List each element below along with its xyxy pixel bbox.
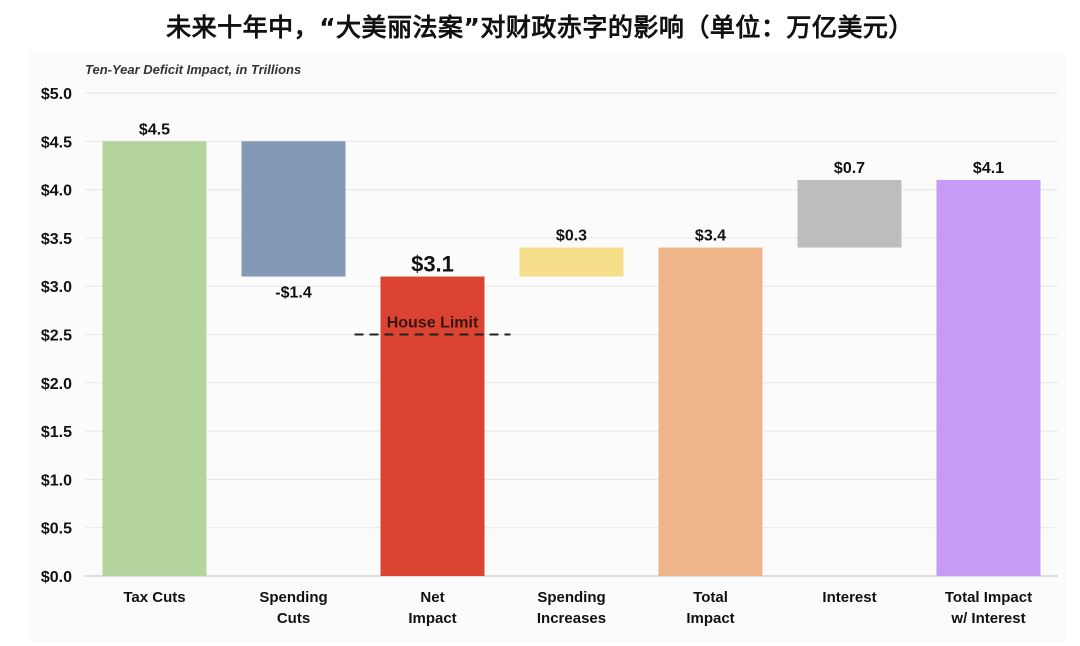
x-axis: Tax Cuts Spending Cuts Net Impact Spending Inc… bbox=[123, 589, 1032, 627]
x-tick-label: Impact bbox=[408, 610, 456, 627]
data-label: $0.7 bbox=[834, 160, 865, 177]
bar bbox=[936, 179, 1041, 576]
gridlines bbox=[85, 92, 1058, 577]
x-tick-label: Impact bbox=[686, 610, 734, 627]
y-tick-label: $0.0 bbox=[41, 569, 72, 586]
y-tick-label: $4.0 bbox=[41, 183, 72, 200]
x-tick-label: Increases bbox=[537, 610, 606, 627]
chart-subtitle: Ten-Year Deficit Impact, in Trillions bbox=[85, 62, 301, 77]
data-label: $4.5 bbox=[139, 121, 170, 138]
y-tick-label: $2.0 bbox=[41, 376, 72, 393]
data-label: $3.4 bbox=[695, 228, 726, 245]
x-tick-label: Net bbox=[420, 589, 444, 606]
data-label: $4.1 bbox=[973, 160, 1004, 177]
y-tick-label: $1.0 bbox=[41, 472, 72, 489]
x-tick-label: Tax Cuts bbox=[123, 589, 185, 606]
x-tick-label: Interest bbox=[822, 589, 876, 606]
bar bbox=[380, 276, 485, 576]
x-tick-label: Total Impact bbox=[945, 589, 1032, 606]
data-label: $3.1 bbox=[411, 252, 454, 277]
y-tick-label: $4.5 bbox=[41, 134, 72, 151]
bar bbox=[519, 247, 624, 277]
y-tick-label: $2.5 bbox=[41, 328, 72, 345]
bars bbox=[102, 141, 1041, 577]
waterfall-chart: Ten-Year Deficit Impact, in Trillions $0… bbox=[41, 62, 1058, 627]
chart-panel: Ten-Year Deficit Impact, in Trillions $0… bbox=[28, 52, 1066, 642]
x-tick-label: Cuts bbox=[277, 610, 310, 627]
bar bbox=[797, 179, 902, 248]
bar bbox=[241, 141, 346, 277]
x-tick-label: Spending bbox=[537, 589, 605, 606]
y-tick-label: $3.5 bbox=[41, 231, 72, 248]
y-axis: $0.0 $0.5 $1.0 $1.5 $2.0 $2.5 $3.0 $3.5 $4.0 $4.5… bbox=[41, 86, 72, 586]
bar bbox=[102, 141, 207, 577]
y-tick-label: $5.0 bbox=[41, 86, 72, 103]
data-labels: $4.5 -$1.4 $3.1 $0.3 $3.4 $0.7 $4.1 bbox=[139, 121, 1004, 301]
x-tick-label: Spending bbox=[259, 589, 327, 606]
bar bbox=[658, 247, 763, 576]
y-tick-label: $1.5 bbox=[41, 424, 72, 441]
y-tick-label: $0.5 bbox=[41, 521, 72, 538]
x-tick-label: Total bbox=[693, 589, 728, 606]
data-label: $0.3 bbox=[556, 228, 587, 245]
house-limit-label: House Limit bbox=[387, 315, 479, 332]
x-tick-label: w/ Interest bbox=[950, 610, 1025, 627]
y-tick-label: $3.0 bbox=[41, 279, 72, 296]
data-label: -$1.4 bbox=[275, 285, 312, 302]
house-limit-line: House Limit bbox=[354, 315, 511, 336]
chart-title: 未来十年中，“大美丽法案”对财政赤字的影响（单位：万亿美元） bbox=[166, 13, 914, 42]
